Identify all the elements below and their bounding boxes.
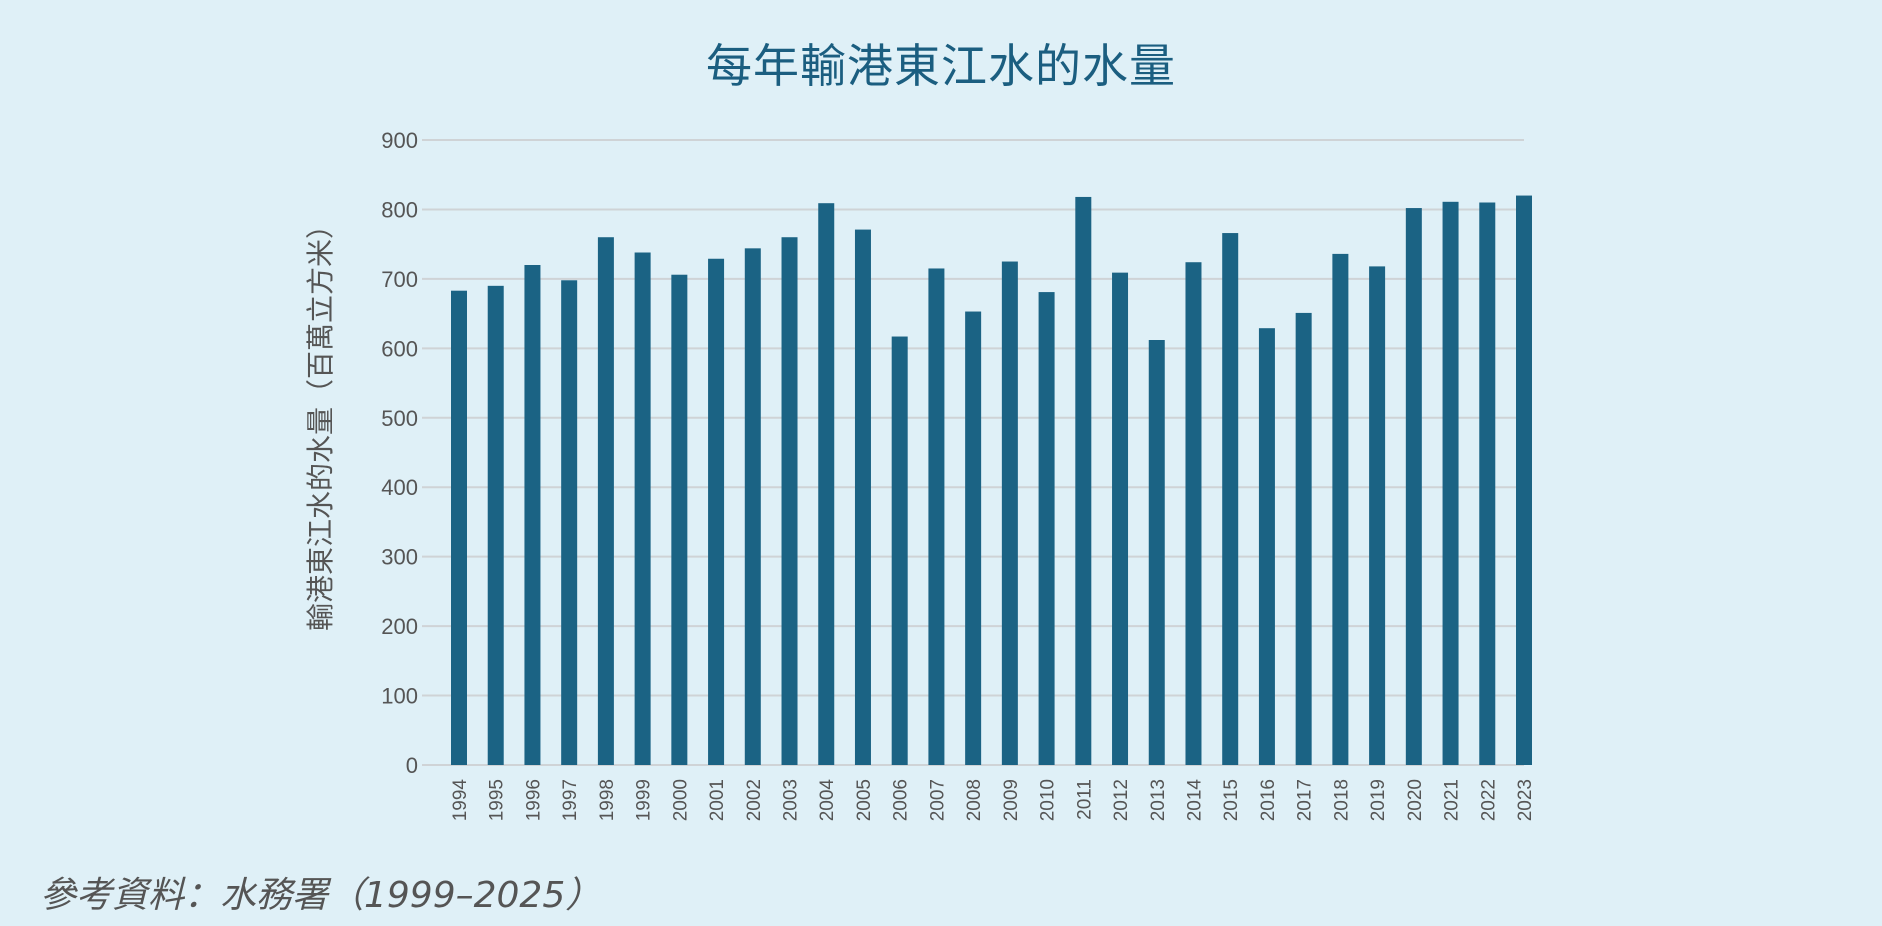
bar-2011 (1075, 196, 1092, 765)
x-tick-label: 2014 (1184, 779, 1205, 822)
x-tick-label: 2022 (1478, 779, 1499, 821)
bar-2021 (1442, 201, 1459, 766)
y-tick-label: 200 (381, 614, 418, 639)
y-tick-label: 900 (381, 128, 418, 153)
y-tick-label: 600 (381, 336, 418, 361)
y-tick-label: 800 (381, 197, 418, 222)
x-tick-label: 2011 (1074, 779, 1095, 820)
x-tick-label: 2008 (964, 779, 985, 821)
x-tick-label: 2016 (1258, 779, 1279, 821)
x-tick-label: 1998 (597, 779, 618, 821)
x-tick-label: 2017 (1295, 779, 1316, 821)
x-tick-label: 1999 (634, 779, 655, 821)
x-tick-label: 2012 (1111, 779, 1132, 821)
y-tick-label: 300 (381, 545, 418, 570)
bar-2013 (1148, 340, 1165, 765)
bar-2007 (928, 268, 945, 765)
x-tick-label: 2002 (744, 779, 765, 821)
bar-2008 (965, 311, 982, 765)
y-tick-label: 700 (381, 267, 418, 292)
bar-2009 (1001, 261, 1018, 765)
bar-2000 (671, 274, 688, 765)
bar-2015 (1222, 233, 1239, 766)
x-tick-label: 2007 (927, 779, 948, 821)
bar-1995 (487, 285, 504, 765)
x-tick-label: 2003 (781, 779, 802, 821)
x-tick-label: 2010 (1038, 779, 1059, 821)
bar-2003 (781, 237, 798, 765)
bar-2004 (818, 203, 835, 765)
y-tick-labels: 0 100 200 300 400 500 600 700 800 900 (381, 128, 418, 778)
bar-2012 (1112, 272, 1129, 765)
y-tick-label: 0 (406, 753, 418, 778)
bar-2002 (744, 248, 761, 766)
bar-2014 (1185, 262, 1202, 765)
bar-2023 (1516, 195, 1532, 766)
x-tick-label: 2015 (1221, 779, 1242, 821)
y-tick-label: 100 (381, 684, 418, 709)
x-tick-label: 1997 (560, 779, 581, 821)
bar-2005 (854, 229, 871, 766)
bar-1998 (597, 237, 614, 765)
x-tick-label: 2000 (670, 779, 691, 821)
bar-2019 (1369, 266, 1386, 765)
bar-2020 (1405, 208, 1422, 766)
x-tick-label: 2009 (1001, 779, 1022, 821)
bar-2016 (1258, 328, 1275, 765)
bar-1994 (451, 290, 467, 765)
bar-2018 (1332, 253, 1349, 765)
x-tick-label: 2001 (707, 779, 728, 821)
bar-2017 (1295, 312, 1312, 765)
x-tick-label: 2020 (1405, 779, 1426, 821)
y-tick-label: 500 (381, 406, 418, 431)
x-tick-label: 1996 (523, 779, 544, 821)
x-tick-label: 1995 (487, 779, 508, 821)
bar-1997 (561, 280, 578, 765)
bar-2010 (1038, 292, 1055, 765)
y-axis-title: 輸港東江水的水量（百萬立方米） (304, 211, 337, 631)
x-tick-label: 2018 (1331, 779, 1352, 821)
x-tick-label: 2013 (1148, 779, 1169, 821)
bar-2006 (891, 336, 908, 765)
x-tick-label: 2005 (854, 779, 875, 821)
x-tick-label: 2006 (891, 779, 912, 821)
source-note: 參考資料：水務署（1999–2025） (40, 875, 602, 916)
bars (451, 195, 1532, 766)
chart-title: 每年輸港東江水的水量 (706, 39, 1176, 93)
x-tick-labels: 1994 1995 1996 1997 1998 1999 2000 2001 2002 2003… (450, 779, 1536, 822)
bar-2001 (708, 258, 725, 765)
x-tick-label: 2021 (1442, 779, 1463, 821)
x-tick-label: 2023 (1515, 779, 1536, 821)
bar-1996 (524, 265, 541, 765)
bar-1999 (634, 252, 651, 765)
x-tick-label: 2004 (817, 779, 838, 822)
bar-2022 (1479, 202, 1496, 765)
x-tick-label: 1994 (450, 779, 471, 822)
x-tick-label: 2019 (1368, 779, 1389, 821)
y-tick-label: 400 (381, 475, 418, 500)
